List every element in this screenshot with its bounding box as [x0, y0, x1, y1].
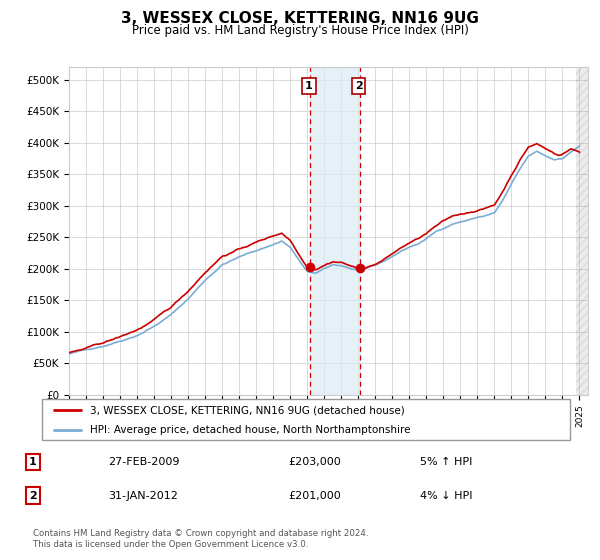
- FancyBboxPatch shape: [42, 399, 570, 440]
- Text: 27-FEB-2009: 27-FEB-2009: [108, 457, 179, 467]
- Text: 1: 1: [29, 457, 37, 467]
- Text: 4% ↓ HPI: 4% ↓ HPI: [420, 491, 473, 501]
- Text: 3, WESSEX CLOSE, KETTERING, NN16 9UG: 3, WESSEX CLOSE, KETTERING, NN16 9UG: [121, 11, 479, 26]
- Bar: [576, 67, 588, 395]
- Text: 2: 2: [355, 81, 362, 91]
- Text: Price paid vs. HM Land Registry's House Price Index (HPI): Price paid vs. HM Land Registry's House …: [131, 24, 469, 36]
- Text: £203,000: £203,000: [288, 457, 341, 467]
- Text: 31-JAN-2012: 31-JAN-2012: [108, 491, 178, 501]
- Text: HPI: Average price, detached house, North Northamptonshire: HPI: Average price, detached house, Nort…: [89, 424, 410, 435]
- Text: £201,000: £201,000: [288, 491, 341, 501]
- Text: Contains HM Land Registry data © Crown copyright and database right 2024.
This d: Contains HM Land Registry data © Crown c…: [33, 529, 368, 549]
- Text: 2: 2: [29, 491, 37, 501]
- Text: 5% ↑ HPI: 5% ↑ HPI: [420, 457, 472, 467]
- Bar: [310, 67, 359, 395]
- Text: 1: 1: [305, 81, 313, 91]
- Text: 3, WESSEX CLOSE, KETTERING, NN16 9UG (detached house): 3, WESSEX CLOSE, KETTERING, NN16 9UG (de…: [89, 405, 404, 415]
